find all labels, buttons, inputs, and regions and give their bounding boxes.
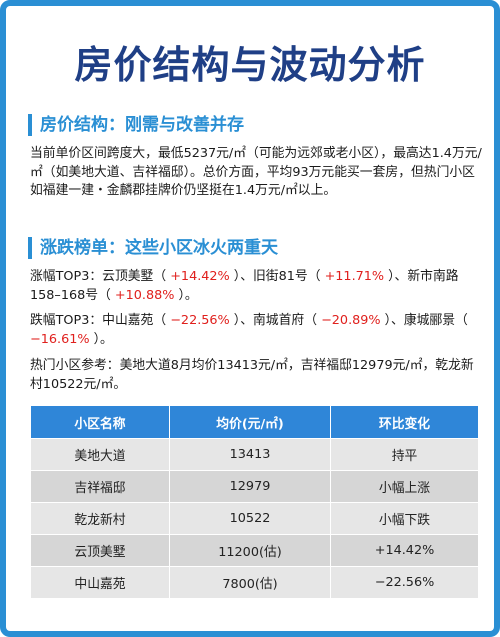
fall-item-name: 康城郦景 (403, 313, 456, 328)
heading-accent-bar (28, 114, 32, 136)
heading-accent-bar (28, 237, 32, 259)
table-row: 美地大道 13413 持平 (30, 438, 479, 471)
section-structure-heading: 房价结构：刚需与改善并存 (28, 114, 244, 136)
rise-item-value: +14.42% (170, 269, 230, 284)
rise-item-value: +11.71% (324, 269, 385, 284)
header-name: 小区名称 (30, 405, 170, 439)
header-change: 环比变化 (330, 405, 479, 439)
section-ranking-title: 涨跌榜单：这些小区冰火两重天 (40, 238, 278, 258)
cell-price: 11200(估) (169, 534, 331, 567)
fall-item-value: −20.89% (321, 313, 381, 328)
hot-reference: 热门小区参考：美地大道8月均价13413元/㎡，吉祥福邸12979元/㎡，乾龙新… (30, 358, 474, 392)
cell-price: 12979 (169, 470, 331, 503)
section-ranking-heading: 涨跌榜单：这些小区冰火两重天 (28, 237, 278, 259)
table-header-row: 小区名称 均价(元/㎡) 环比变化 (30, 405, 479, 439)
fall-item-value: −22.56% (170, 313, 230, 328)
cell-price: 10522 (169, 502, 331, 535)
rise-item-name: 新市南路158–168号 (30, 269, 459, 303)
table-row: 乾龙新村 10522 小幅下跌 (30, 502, 479, 535)
section-structure-body: 当前单价区间跨度大，最低5237元/㎡（可能为远郊或老小区），最高达1.4万元/… (30, 146, 482, 198)
table-row: 中山嘉苑 7800(估) −22.56% (30, 566, 479, 599)
table-row: 吉祥福邸 12979 小幅上涨 (30, 470, 479, 503)
cell-change: +14.42% (330, 534, 479, 567)
page-title: 房价结构与波动分析 (74, 43, 426, 87)
fall-item-name: 南城首府 (253, 313, 305, 328)
header-price: 均价(元/㎡) (169, 405, 331, 439)
rise-top3: 涨幅TOP3：云顶美墅（ +14.42% ）、旧街81号（ +11.71% ）、… (30, 269, 459, 303)
table-row: 云顶美墅 11200(估) +14.42% (30, 534, 479, 567)
rise-item-name: 旧街81号 (253, 269, 308, 284)
cell-change: 小幅下跌 (330, 502, 479, 535)
price-table: 小区名称 均价(元/㎡) 环比变化 美地大道 13413 持平 吉祥福邸 129… (30, 405, 479, 599)
rise-item-name: 云顶美墅 (102, 269, 154, 284)
cell-name: 美地大道 (30, 438, 170, 471)
cell-name: 中山嘉苑 (30, 566, 170, 599)
fall-top3: 跌幅TOP3：中山嘉苑（ −22.56% ）、南城首府（ −20.89% ）、康… (30, 313, 468, 347)
fall-item-name: 中山嘉苑 (102, 313, 154, 328)
cell-change: 持平 (330, 438, 479, 471)
cell-price: 7800(估) (169, 566, 331, 599)
cell-change: 小幅上涨 (330, 470, 479, 503)
rise-item-value: +10.88% (114, 287, 175, 303)
rise-label: 涨幅TOP3： (30, 269, 103, 284)
cell-price: 13413 (169, 438, 331, 471)
cell-name: 吉祥福邸 (30, 470, 170, 503)
cell-change: −22.56% (330, 566, 479, 599)
section-structure-title: 房价结构：刚需与改善并存 (40, 115, 244, 135)
fall-label: 跌幅TOP3： (30, 313, 103, 328)
cell-name: 云顶美墅 (30, 534, 170, 567)
fall-item-value: −16.61% (30, 331, 90, 347)
cell-name: 乾龙新村 (30, 502, 170, 535)
